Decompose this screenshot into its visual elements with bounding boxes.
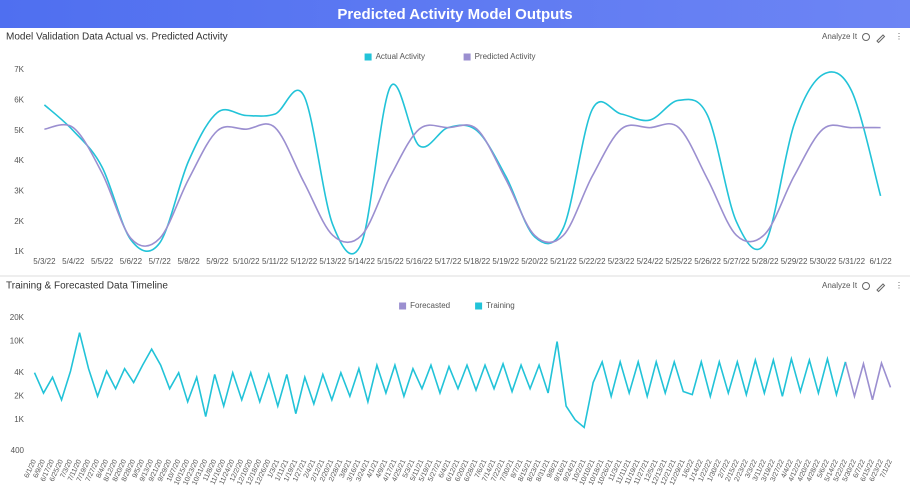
x-tick-label: 5/15/22 bbox=[377, 257, 404, 266]
header-title: Predicted Activity Model Outputs bbox=[337, 6, 572, 23]
legend-label: Forecasted bbox=[410, 301, 450, 310]
x-tick-label: 5/22/22 bbox=[579, 257, 606, 266]
x-tick-label: 5/11/22 bbox=[262, 257, 289, 266]
x-tick-label: 5/18/22 bbox=[464, 257, 491, 266]
x-tick-label: 5/20/22 bbox=[521, 257, 548, 266]
toolbar-1[interactable]: Analyze It ⋮ bbox=[822, 32, 903, 44]
y-tick-label: 6K bbox=[14, 95, 24, 104]
x-tick-label: 5/10/22 bbox=[233, 257, 260, 266]
x-tick-label: 5/21/22 bbox=[550, 257, 577, 266]
x-tick-label: 5/14/22 bbox=[348, 257, 375, 266]
x-tick-label: 5/28/22 bbox=[752, 257, 779, 266]
legend-swatch bbox=[364, 53, 372, 61]
info-icon[interactable] bbox=[862, 33, 870, 41]
legend-swatch bbox=[463, 53, 471, 61]
legend-label: Actual Activity bbox=[376, 52, 425, 61]
header-bar bbox=[0, 0, 910, 28]
y-tick-label: 20K bbox=[10, 313, 25, 322]
x-tick-label: 5/8/22 bbox=[177, 257, 200, 266]
y-tick-label: 7K bbox=[14, 65, 24, 74]
series-line bbox=[33, 332, 847, 429]
chart-title: Model Validation Data Actual vs. Predict… bbox=[6, 32, 228, 43]
x-tick-label: 5/4/22 bbox=[62, 257, 85, 266]
info-icon[interactable] bbox=[862, 282, 870, 290]
menu-icon[interactable]: ⋮ bbox=[895, 32, 903, 41]
x-tick-label: 5/29/22 bbox=[781, 257, 808, 266]
y-tick-label: 4K bbox=[14, 156, 24, 165]
y-tick-label: 3K bbox=[14, 186, 24, 195]
x-tick-label: 6/1/22 bbox=[869, 257, 892, 266]
x-tick-label: 5/7/22 bbox=[149, 257, 172, 266]
analyze-button[interactable]: Analyze It bbox=[822, 32, 858, 41]
y-tick-label: 2K bbox=[14, 391, 24, 400]
series-line bbox=[43, 71, 882, 255]
x-tick-label: 5/12/22 bbox=[291, 257, 318, 266]
x-tick-label: 5/13/22 bbox=[319, 257, 346, 266]
series-line bbox=[844, 360, 892, 401]
y-tick-label: 5K bbox=[14, 126, 24, 135]
legend-label: Training bbox=[486, 301, 515, 310]
x-tick-label: 5/27/22 bbox=[723, 257, 750, 266]
x-tick-label: 5/5/22 bbox=[91, 257, 114, 266]
x-tick-label: 5/25/22 bbox=[665, 257, 692, 266]
x-tick-label: 5/17/22 bbox=[435, 257, 462, 266]
legend-swatch bbox=[475, 302, 483, 310]
x-tick-label: 5/30/22 bbox=[810, 257, 837, 266]
chart-title: Training & Forecasted Data Timeline bbox=[6, 281, 168, 292]
x-tick-label: 5/31/22 bbox=[838, 257, 865, 266]
x-tick-label: 5/9/22 bbox=[206, 257, 229, 266]
edit-icon[interactable] bbox=[876, 34, 886, 44]
y-tick-label: 400 bbox=[11, 446, 25, 455]
y-tick-label: 1K bbox=[14, 415, 24, 424]
x-tick-label: 5/19/22 bbox=[492, 257, 519, 266]
x-tick-label: 5/24/22 bbox=[637, 257, 664, 266]
toolbar-2[interactable]: Analyze It ⋮ bbox=[822, 281, 903, 293]
x-tick-label: 5/3/22 bbox=[33, 257, 56, 266]
analyze-button[interactable]: Analyze It bbox=[822, 281, 858, 290]
x-tick-label: 5/26/22 bbox=[694, 257, 721, 266]
y-tick-label: 4K bbox=[14, 368, 24, 377]
legend-swatch bbox=[399, 302, 407, 310]
x-tick-label: 5/6/22 bbox=[120, 257, 143, 266]
x-tick-label: 5/16/22 bbox=[406, 257, 433, 266]
y-tick-label: 2K bbox=[14, 217, 24, 226]
legend-label: Predicted Activity bbox=[475, 52, 536, 61]
y-tick-label: 1K bbox=[14, 247, 24, 256]
edit-icon[interactable] bbox=[876, 283, 886, 293]
y-tick-label: 10K bbox=[10, 337, 25, 346]
menu-icon[interactable]: ⋮ bbox=[895, 281, 903, 290]
x-tick-label: 5/23/22 bbox=[608, 257, 635, 266]
series-line bbox=[44, 122, 881, 247]
